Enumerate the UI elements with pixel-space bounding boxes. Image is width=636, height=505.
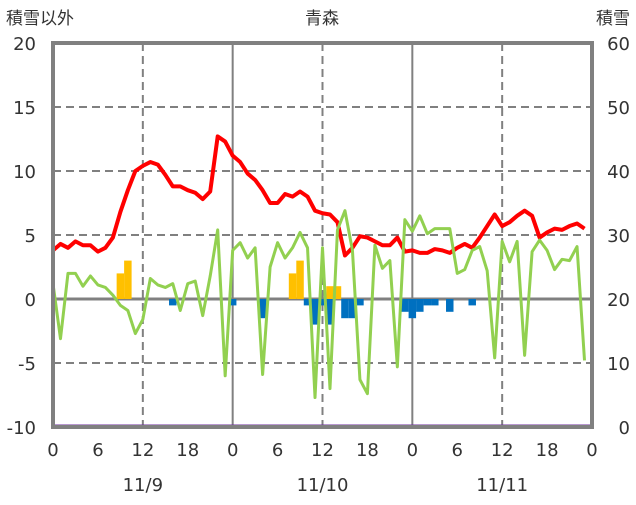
date-label: 11/10 [297,475,349,496]
blue-bar [431,299,439,306]
blue-bar [228,299,237,306]
blue-bar [169,299,177,306]
x-tick-label: 0 [407,440,418,461]
blue-bar [318,299,327,306]
date-label: 11/9 [123,475,163,496]
right-tick-label: 60 [607,34,630,55]
left-tick-label: 15 [13,98,36,119]
x-tick-label: 0 [47,440,58,461]
blue-bar [416,299,424,312]
orange-bar [124,260,132,299]
orange-bar [116,273,125,299]
plot-frame [51,41,594,429]
orange-bar [296,260,304,299]
left-tick-label: 20 [13,34,36,55]
blue-bar [423,299,432,306]
right-tick-label: 0 [619,418,630,439]
blue-bar [356,299,364,306]
left-tick-label: 0 [25,290,36,311]
x-tick-label: 0 [227,440,238,461]
red-line [51,134,586,258]
blue-bar [446,299,454,312]
chart-title: 青森 [305,9,339,29]
x-tick-label: 18 [176,440,199,461]
x-tick-label: 0 [586,440,597,461]
left-axis-title: 積雪以外 [6,9,74,29]
x-tick-label: 6 [92,440,103,461]
right-tick-label: 20 [607,290,630,311]
x-tick-label: 12 [311,440,334,461]
x-tick-label: 6 [272,440,283,461]
right-tick-label: 40 [607,162,630,183]
blue-bar [326,299,334,325]
left-tick-label: -5 [18,354,36,375]
blue-bar [311,299,319,325]
x-tick-label: 12 [491,440,514,461]
grid [53,43,592,427]
blue-bar [408,299,417,319]
blue-bar [341,299,349,319]
bars [116,260,476,325]
x-tick-label: 18 [536,440,559,461]
green-line [51,209,587,400]
frame [51,41,594,429]
right-tick-label: 30 [607,226,630,247]
left-tick-label: -10 [7,418,36,439]
right-tick-label: 10 [607,354,630,375]
right-tick-label: 50 [607,98,630,119]
x-tick-label: 12 [131,440,154,461]
left-tick-label: 5 [25,226,36,247]
blue-bar [468,299,476,306]
blue-bar [401,299,409,312]
x-tick-label: 18 [356,440,379,461]
left-tick-label: 10 [13,162,36,183]
blue-bar [303,299,312,306]
x-tick-label: 6 [452,440,463,461]
date-label: 11/11 [476,475,528,496]
orange-bar [326,286,334,299]
blue-bar [258,299,267,319]
orange-bar [288,273,297,299]
right-axis-title: 積雪 [596,9,630,29]
orange-bar [333,286,342,299]
blue-bar [348,299,357,319]
